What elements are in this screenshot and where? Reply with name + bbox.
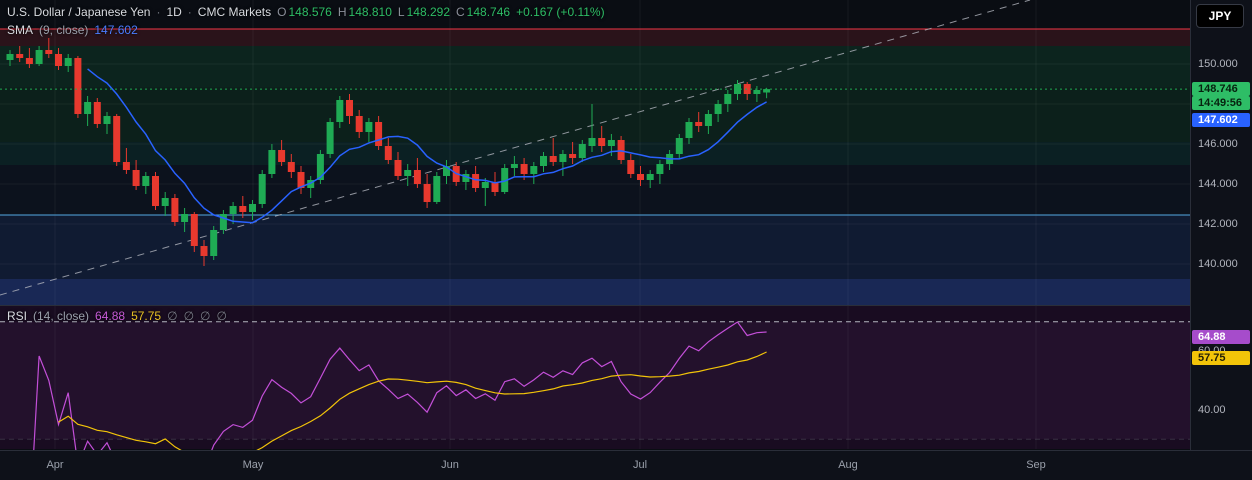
price-scale-label: 144.000 bbox=[1198, 178, 1238, 190]
time-axis-label: Aug bbox=[838, 459, 858, 471]
time-axis-label: Apr bbox=[46, 459, 64, 471]
sma-value-badge: 147.602 bbox=[1192, 113, 1250, 127]
candlestick-series bbox=[6, 38, 771, 266]
rsi-ma-badge: 57.75 bbox=[1192, 351, 1250, 365]
rsi-ma-line bbox=[58, 351, 767, 450]
price-zone-band bbox=[0, 279, 1190, 307]
ohlc-open: O 148.576 bbox=[277, 5, 332, 19]
legend-separator: · bbox=[187, 5, 192, 19]
rsi-value-badge: 64.88 bbox=[1192, 330, 1250, 344]
time-axis-label: May bbox=[242, 459, 264, 471]
price-zone-band bbox=[0, 165, 1190, 215]
price-zone-band bbox=[0, 215, 1190, 279]
trendline[interactable] bbox=[0, 0, 1031, 296]
time-axis-label: Sep bbox=[1026, 459, 1046, 471]
broker-label: CMC Markets bbox=[197, 5, 272, 19]
price-scale-label: 146.000 bbox=[1198, 138, 1238, 150]
price-scale[interactable]: 148.746 14:49:56 147.602 64.88 57.75 150… bbox=[1190, 0, 1252, 450]
sma-name: SMA bbox=[7, 23, 34, 37]
time-axis-label: Jun bbox=[441, 459, 459, 471]
price-zone-band bbox=[0, 29, 1190, 46]
ohlc-close: C 148.746 bbox=[456, 5, 511, 19]
legend-separator: · bbox=[156, 5, 161, 19]
ohlc-low: L 148.292 bbox=[397, 5, 450, 19]
price-scale-label: 140.000 bbox=[1198, 258, 1238, 270]
time-axis[interactable]: Apr May Jun Jul Aug Sep bbox=[0, 450, 1252, 480]
price-zone-band bbox=[0, 142, 1190, 165]
currency-toggle-button[interactable]: JPY bbox=[1196, 4, 1244, 28]
rsi-line bbox=[33, 321, 767, 450]
countdown-badge: 14:49:56 bbox=[1192, 96, 1250, 110]
rsi-value: 64.88 bbox=[95, 309, 126, 323]
ohlc-high: H 148.810 bbox=[337, 5, 392, 19]
sma-line bbox=[87, 68, 767, 224]
rsi-hidden-band-value: ∅ bbox=[216, 309, 227, 323]
rsi-ma-value: 57.75 bbox=[131, 309, 162, 323]
price-scale-label: 142.000 bbox=[1198, 218, 1238, 230]
time-axis-label: Jul bbox=[632, 459, 648, 471]
last-price-badge: 148.746 bbox=[1192, 82, 1250, 96]
price-zone-band bbox=[0, 46, 1190, 87]
sma-value: 147.602 bbox=[94, 23, 138, 37]
rsi-hidden-band-value: ∅ bbox=[200, 309, 211, 323]
price-scale-label: 150.000 bbox=[1198, 58, 1238, 70]
sma-params: (9, close) bbox=[39, 23, 89, 37]
price-zone-band bbox=[0, 87, 1190, 142]
symbol-legend[interactable]: U.S. Dollar / Japanese Yen · 1D · CMC Ma… bbox=[7, 5, 605, 19]
rsi-name: RSI bbox=[7, 309, 28, 323]
rsi-params: (14, close) bbox=[33, 309, 90, 323]
rsi-scale-label: 40.00 bbox=[1198, 404, 1226, 416]
interval-label: 1D bbox=[166, 5, 182, 19]
rsi-hidden-band-value: ∅ bbox=[167, 309, 178, 323]
change-label: +0.167 (+0.11%) bbox=[516, 5, 605, 19]
symbol-title: U.S. Dollar / Japanese Yen bbox=[7, 5, 151, 19]
rsi-pane-background bbox=[0, 306, 1190, 449]
rsi-legend[interactable]: RSI (14, close) 64.88 57.75 ∅ ∅ ∅ ∅ bbox=[7, 309, 227, 323]
rsi-hidden-band-value: ∅ bbox=[183, 309, 195, 323]
sma-legend[interactable]: SMA (9, close) 147.602 bbox=[7, 23, 138, 37]
chart-canvas[interactable] bbox=[0, 0, 1190, 450]
